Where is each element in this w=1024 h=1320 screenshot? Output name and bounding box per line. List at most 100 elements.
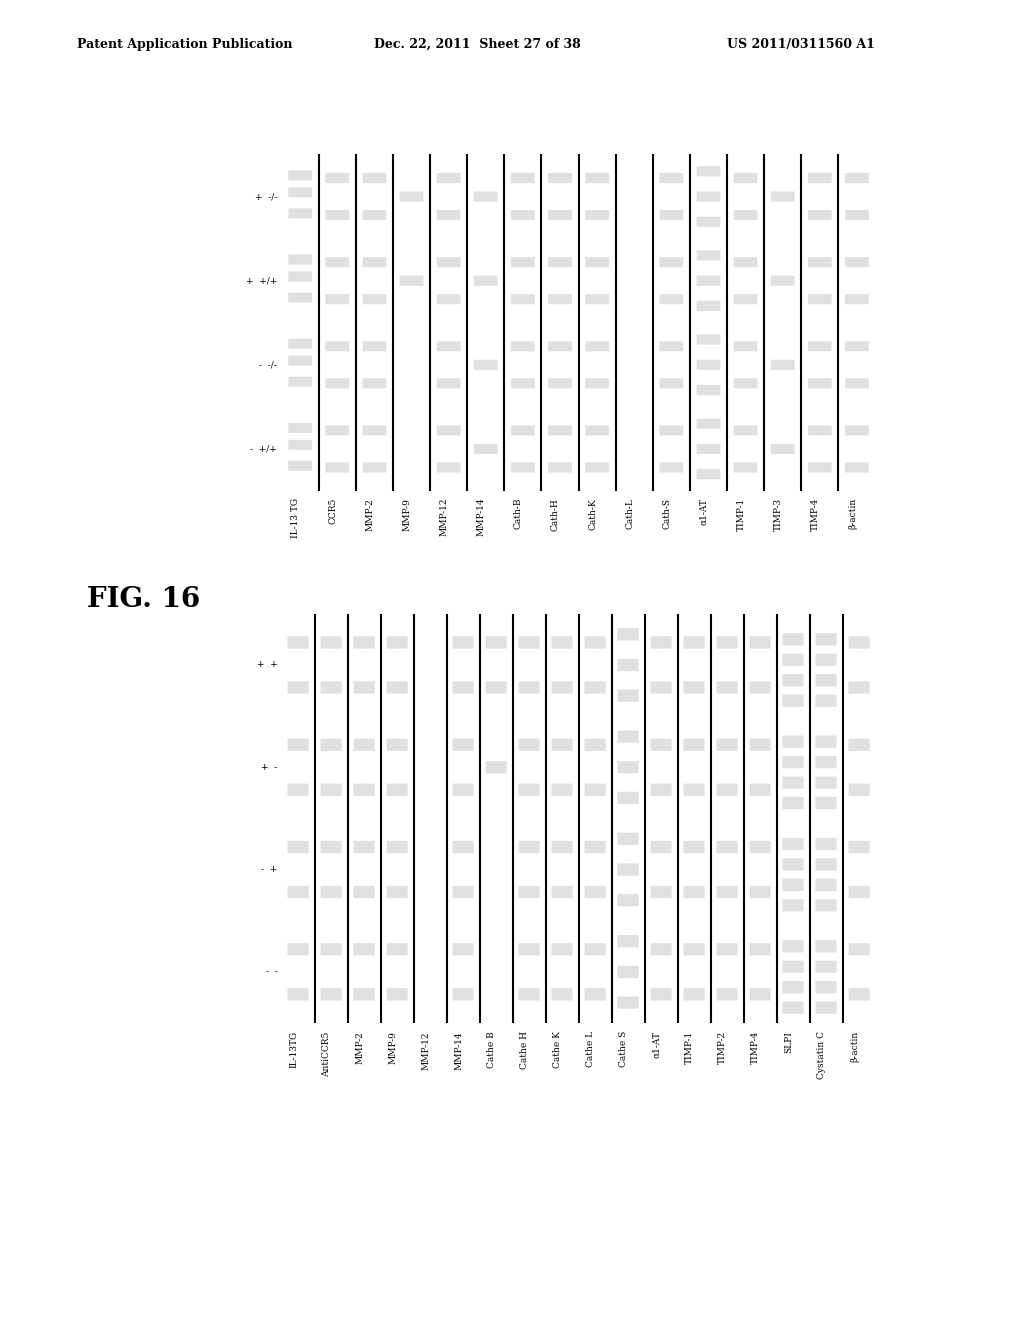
FancyBboxPatch shape	[659, 342, 683, 351]
FancyBboxPatch shape	[353, 841, 375, 853]
FancyBboxPatch shape	[386, 944, 408, 956]
FancyBboxPatch shape	[362, 294, 386, 304]
FancyBboxPatch shape	[782, 797, 804, 809]
FancyBboxPatch shape	[548, 257, 571, 267]
FancyBboxPatch shape	[386, 681, 408, 693]
FancyBboxPatch shape	[437, 210, 461, 220]
FancyBboxPatch shape	[474, 360, 498, 370]
FancyBboxPatch shape	[815, 735, 837, 748]
FancyBboxPatch shape	[659, 257, 683, 267]
FancyBboxPatch shape	[288, 841, 308, 853]
FancyBboxPatch shape	[288, 989, 308, 1001]
FancyBboxPatch shape	[617, 935, 639, 948]
FancyBboxPatch shape	[289, 461, 312, 471]
FancyBboxPatch shape	[586, 379, 609, 388]
FancyBboxPatch shape	[474, 444, 498, 454]
FancyBboxPatch shape	[782, 899, 804, 912]
FancyBboxPatch shape	[717, 784, 737, 796]
Text: Cathe K: Cathe K	[553, 1031, 562, 1068]
FancyBboxPatch shape	[289, 376, 312, 387]
FancyBboxPatch shape	[386, 886, 408, 898]
FancyBboxPatch shape	[782, 838, 804, 850]
FancyBboxPatch shape	[659, 294, 683, 304]
FancyBboxPatch shape	[518, 841, 540, 853]
FancyBboxPatch shape	[485, 762, 507, 774]
FancyBboxPatch shape	[617, 762, 639, 774]
FancyBboxPatch shape	[552, 944, 572, 956]
FancyBboxPatch shape	[552, 784, 572, 796]
FancyBboxPatch shape	[808, 257, 831, 267]
FancyBboxPatch shape	[849, 841, 869, 853]
Text: TIMP-4: TIMP-4	[751, 1031, 760, 1064]
FancyBboxPatch shape	[782, 694, 804, 708]
FancyBboxPatch shape	[362, 342, 386, 351]
Text: β-actin: β-actin	[850, 1031, 859, 1063]
Text: MMP-12: MMP-12	[421, 1031, 430, 1069]
FancyBboxPatch shape	[782, 776, 804, 789]
FancyBboxPatch shape	[696, 251, 720, 260]
Text: Cath-H: Cath-H	[551, 498, 560, 531]
FancyBboxPatch shape	[696, 276, 720, 285]
FancyBboxPatch shape	[771, 276, 795, 285]
Text: Cath-S: Cath-S	[663, 498, 672, 529]
FancyBboxPatch shape	[734, 210, 758, 220]
FancyBboxPatch shape	[585, 944, 605, 956]
FancyBboxPatch shape	[808, 294, 831, 304]
FancyBboxPatch shape	[696, 360, 720, 370]
FancyBboxPatch shape	[808, 425, 831, 436]
Text: -  +: - +	[261, 865, 278, 874]
FancyBboxPatch shape	[845, 294, 868, 304]
FancyBboxPatch shape	[353, 886, 375, 898]
FancyBboxPatch shape	[437, 425, 461, 436]
FancyBboxPatch shape	[808, 173, 831, 183]
Text: -  -/-: - -/-	[259, 360, 278, 370]
FancyBboxPatch shape	[353, 681, 375, 693]
FancyBboxPatch shape	[453, 784, 474, 796]
FancyBboxPatch shape	[321, 841, 342, 853]
Text: FIG. 16: FIG. 16	[87, 586, 201, 614]
FancyBboxPatch shape	[585, 886, 605, 898]
FancyBboxPatch shape	[659, 379, 683, 388]
FancyBboxPatch shape	[696, 334, 720, 345]
FancyBboxPatch shape	[326, 379, 349, 388]
FancyBboxPatch shape	[362, 379, 386, 388]
FancyBboxPatch shape	[650, 681, 672, 693]
FancyBboxPatch shape	[617, 966, 639, 978]
FancyBboxPatch shape	[650, 739, 672, 751]
FancyBboxPatch shape	[437, 342, 461, 351]
FancyBboxPatch shape	[548, 425, 571, 436]
FancyBboxPatch shape	[288, 944, 308, 956]
FancyBboxPatch shape	[845, 379, 868, 388]
FancyBboxPatch shape	[683, 636, 705, 648]
FancyBboxPatch shape	[659, 173, 683, 183]
Text: Cathe B: Cathe B	[487, 1031, 496, 1068]
FancyBboxPatch shape	[321, 944, 342, 956]
FancyBboxPatch shape	[289, 440, 312, 450]
Text: Cath-K: Cath-K	[588, 498, 597, 529]
FancyBboxPatch shape	[353, 944, 375, 956]
FancyBboxPatch shape	[453, 636, 474, 648]
FancyBboxPatch shape	[617, 863, 639, 875]
FancyBboxPatch shape	[289, 422, 312, 433]
Text: Cathe H: Cathe H	[520, 1031, 529, 1069]
FancyBboxPatch shape	[289, 293, 312, 302]
FancyBboxPatch shape	[362, 210, 386, 220]
FancyBboxPatch shape	[696, 166, 720, 177]
FancyBboxPatch shape	[815, 653, 837, 667]
FancyBboxPatch shape	[734, 462, 758, 473]
FancyBboxPatch shape	[326, 342, 349, 351]
Text: AntiCCR5: AntiCCR5	[323, 1031, 331, 1077]
Text: Cathe S: Cathe S	[620, 1031, 628, 1068]
Text: Dec. 22, 2011  Sheet 27 of 38: Dec. 22, 2011 Sheet 27 of 38	[374, 37, 581, 50]
FancyBboxPatch shape	[321, 784, 342, 796]
FancyBboxPatch shape	[437, 462, 461, 473]
Text: Cystatin C: Cystatin C	[817, 1031, 826, 1080]
Text: MMP-2: MMP-2	[366, 498, 375, 531]
FancyBboxPatch shape	[518, 944, 540, 956]
FancyBboxPatch shape	[548, 462, 571, 473]
Text: MMP-14: MMP-14	[454, 1031, 463, 1069]
FancyBboxPatch shape	[518, 784, 540, 796]
FancyBboxPatch shape	[518, 636, 540, 648]
FancyBboxPatch shape	[782, 858, 804, 871]
FancyBboxPatch shape	[750, 944, 771, 956]
